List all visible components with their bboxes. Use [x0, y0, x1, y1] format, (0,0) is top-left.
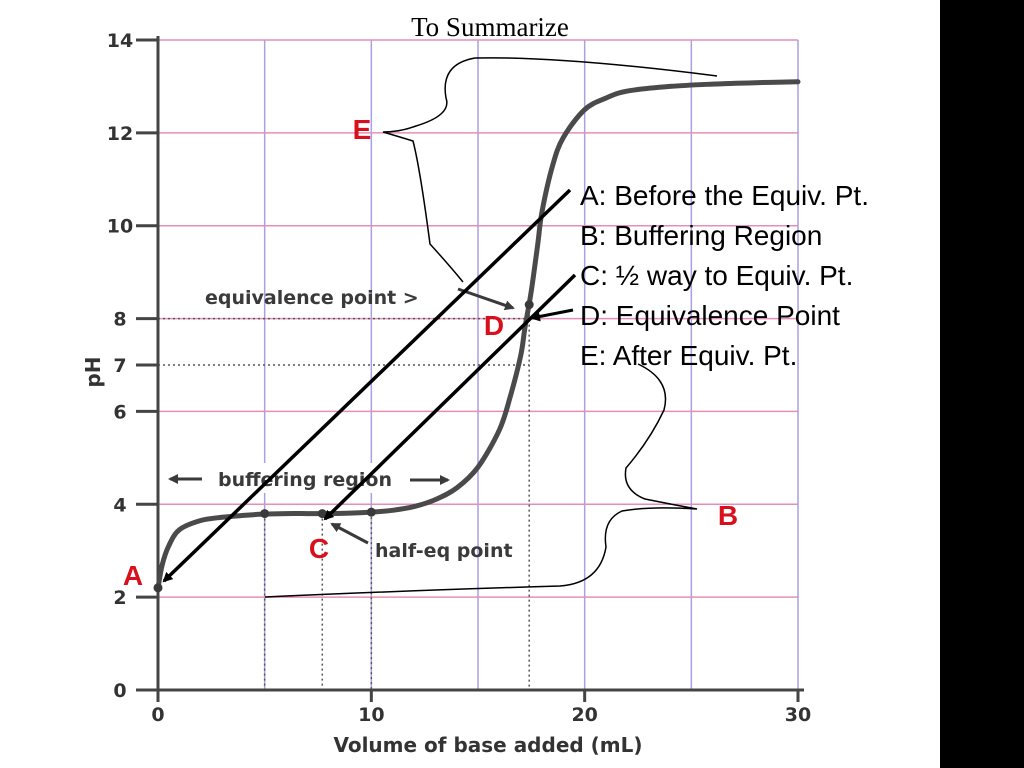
- legend-line-c: C: ½ way to Equiv. Pt.: [580, 260, 853, 291]
- slide-title: To Summarize: [411, 12, 569, 42]
- equivalence-point-annotation: equivalence point >: [205, 287, 515, 311]
- y-tick-label-10: 10: [107, 216, 133, 238]
- curve-line: [155, 79, 801, 591]
- tick-labels: 0 2 4 6 7 8 10 12 14 0 10 20 30: [107, 30, 811, 726]
- equivalence-point-label: equivalence point >: [205, 287, 419, 309]
- x-tick-label-0: 0: [151, 704, 164, 726]
- axes: [136, 36, 804, 702]
- point-label-c: C: [309, 533, 329, 564]
- y-tick-label-7: 7: [113, 355, 126, 377]
- y-tick-label-6: 6: [113, 401, 126, 423]
- summary-legend: A: Before the Equiv. Pt. B: Buffering Re…: [580, 180, 869, 371]
- y-tick-label-0: 0: [113, 680, 126, 702]
- legend-line-d: D: Equivalence Point: [580, 300, 840, 331]
- arrow-to-d: [530, 308, 574, 322]
- point-label-b: B: [718, 500, 738, 531]
- x-axis-label: Volume of base added (mL): [333, 733, 642, 757]
- buffering-region-annotation: buffering region: [168, 463, 450, 493]
- legend-line-b: B: Buffering Region: [580, 220, 822, 251]
- y-tick-label-12: 12: [107, 123, 133, 145]
- y-tick-label-8: 8: [113, 309, 126, 331]
- x-tick-label-10: 10: [358, 704, 384, 726]
- reference-lines: [158, 304, 530, 690]
- arrow-to-c: [323, 273, 577, 521]
- titration-curve: [155, 79, 801, 591]
- x-tick-label-30: 30: [785, 704, 811, 726]
- y-tick-label-2: 2: [113, 587, 126, 609]
- legend-line-a: A: Before the Equiv. Pt.: [580, 180, 869, 211]
- arrow-to-a: [162, 188, 572, 583]
- region-b-brace: [264, 363, 698, 598]
- point-label-a: A: [123, 560, 143, 591]
- data-point-0: [153, 583, 163, 593]
- y-tick-label-14: 14: [107, 30, 133, 52]
- equivalence-point-arrow: [457, 287, 515, 311]
- x-tick-label-20: 20: [571, 704, 597, 726]
- data-points: [153, 300, 534, 593]
- half-eq-point-label: half-eq point: [375, 540, 513, 562]
- point-label-d: D: [484, 310, 504, 341]
- data-point-3: [366, 507, 376, 517]
- y-axis-label: pH: [81, 356, 105, 387]
- y-tick-label-4: 4: [113, 494, 126, 516]
- half-eq-point-arrow: [330, 522, 369, 545]
- region-e-brace: [382, 57, 718, 283]
- data-point-4: [524, 300, 534, 310]
- legend-line-e: E: After Equiv. Pt.: [580, 340, 797, 371]
- data-point-1: [260, 509, 270, 519]
- half-eq-point-annotation: half-eq point: [330, 522, 513, 562]
- point-label-e: E: [353, 114, 372, 145]
